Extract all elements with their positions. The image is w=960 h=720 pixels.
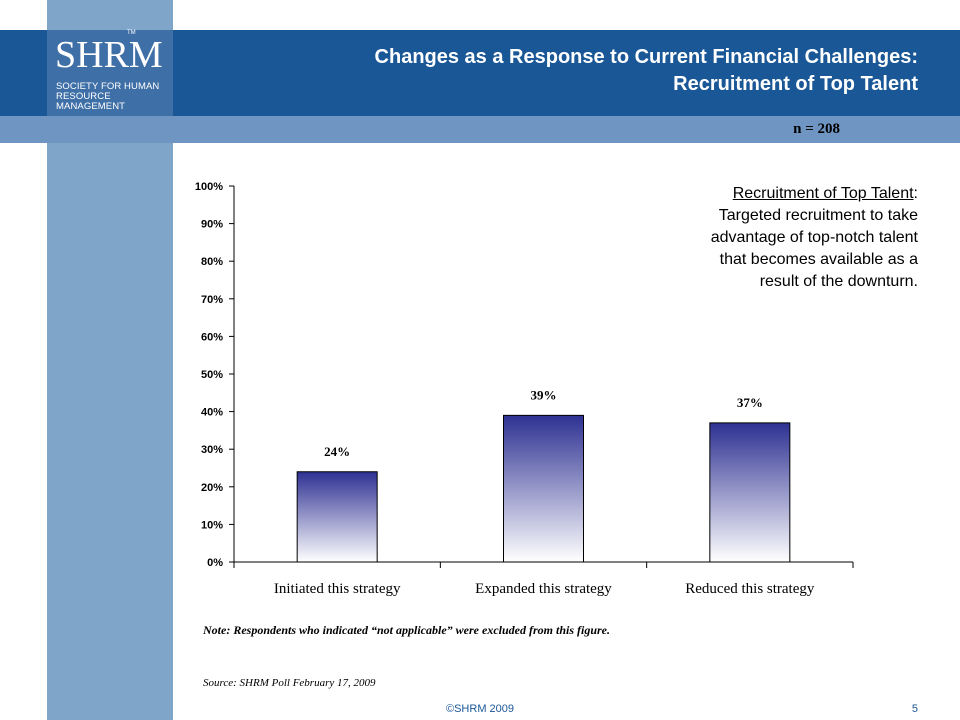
callout-line3: that becomes available as a — [719, 251, 918, 268]
data-label: 39% — [531, 387, 557, 402]
callout-line1: Targeted recruitment to take — [718, 207, 918, 224]
bar-chart: 0% 10% 20% 30% 40% 50% 60% 70% 80% 90% 100% 24% Init… — [195, 181, 854, 597]
title-line2: Recruitment of Top Talent — [673, 73, 918, 95]
x-tick-label: Initiated this strategy — [274, 581, 401, 597]
callout-heading: Recruitment of Top Talent — [732, 185, 914, 202]
y-tick-label: 40% — [201, 407, 223, 419]
source-citation: Source: SHRM Poll February 17, 2009 — [203, 677, 376, 689]
y-tick-label: 90% — [201, 219, 223, 231]
callout-line4: result of the downturn. — [759, 273, 918, 290]
page-number: 5 — [911, 703, 918, 715]
bar — [503, 414, 584, 563]
bar — [709, 422, 791, 563]
y-tick-label: 0% — [207, 557, 223, 569]
x-tick-label: Reduced this strategy — [685, 581, 815, 597]
copyright-footer: ©SHRM 2009 — [445, 703, 515, 715]
y-tick-label: 30% — [201, 444, 223, 456]
chart-note: Note: Respondents who indicated “not app… — [203, 623, 610, 637]
logo-sub-line1: SOCIETY FOR HUMAN — [56, 81, 160, 92]
y-tick-label: 70% — [201, 294, 223, 306]
logo-subtitle: SOCIETY FOR HUMAN RESOURCE MANAGEMENT — [56, 82, 173, 112]
sub-band — [0, 116, 960, 143]
y-tick-label: 10% — [201, 519, 223, 531]
logo-wordmark: SHRM — [55, 34, 163, 76]
sample-size-label: n = 208 — [793, 121, 840, 137]
logo-trademark: TM — [127, 30, 136, 36]
page-title: Changes as a Response to Current Financi… — [258, 44, 918, 98]
y-tick-label: 60% — [201, 331, 223, 343]
callout-line2: advantage of top-notch talent — [710, 229, 918, 246]
y-tick-label: 20% — [201, 482, 223, 494]
logo-sub-line2: RESOURCE MANAGEMENT — [56, 91, 126, 112]
data-label: 24% — [324, 444, 350, 459]
y-tick-label: 100% — [195, 181, 223, 193]
y-tick-label: 50% — [201, 369, 223, 381]
title-line1: Changes as a Response to Current Financi… — [374, 46, 918, 68]
definition-callout: Recruitment of Top Talent: Targeted recr… — [640, 183, 918, 293]
y-tick-label: 80% — [201, 256, 223, 268]
data-label: 37% — [737, 395, 763, 410]
shrm-logo: SHRM SOCIETY FOR HUMAN RESOURCE MANAGEME… — [47, 30, 173, 116]
x-tick-label: Expanded this strategy — [475, 581, 612, 597]
bar — [296, 471, 378, 563]
